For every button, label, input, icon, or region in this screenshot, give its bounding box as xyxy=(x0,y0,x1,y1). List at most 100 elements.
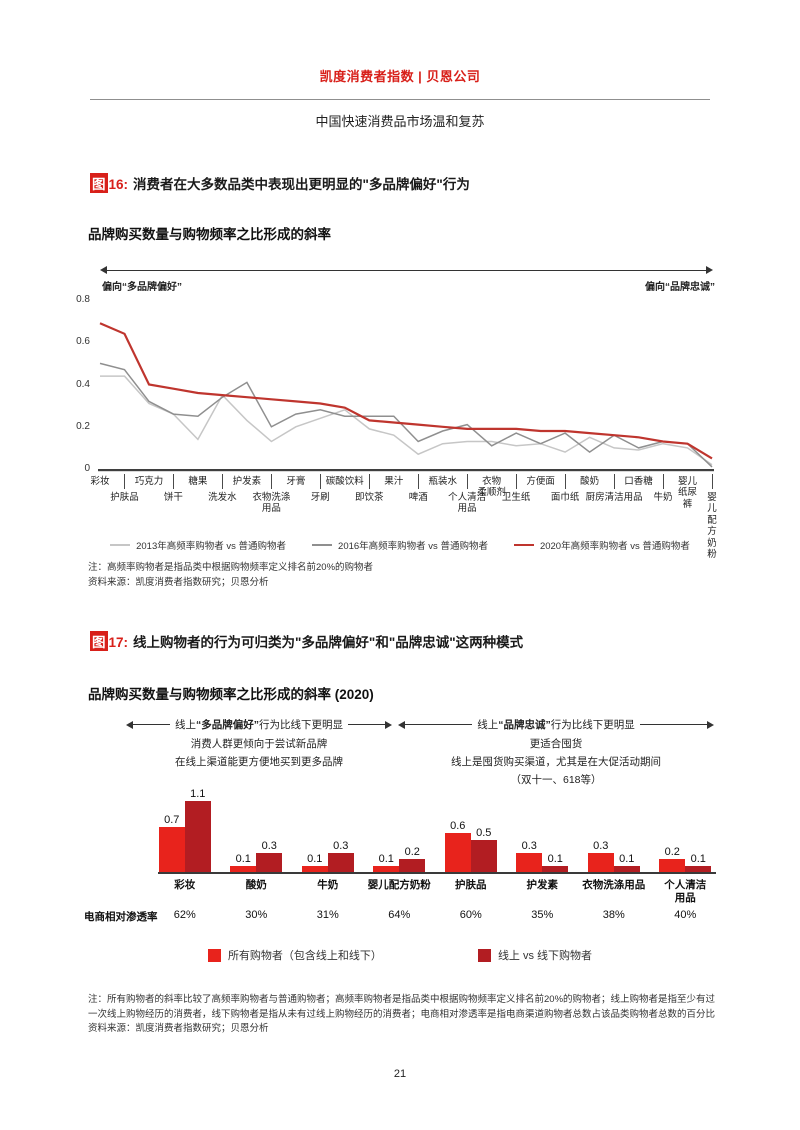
bar-value-label: 0.6 xyxy=(450,820,466,832)
chart1-legend: 2013年高频率购物者 vs 普通购物者 2016年高频率购物者 vs 普通购物者… xyxy=(0,538,800,552)
annotation-right-arrow: 线上“品牌忠诚”行为比线下更明显 xyxy=(398,717,714,732)
legend-label: 线上 vs 线下购物者 xyxy=(497,950,593,962)
bar-column: 0.5 xyxy=(470,826,497,872)
chart1-y-axis: 0.8 0.6 0.4 0.2 0 xyxy=(56,294,90,480)
bar xyxy=(685,865,712,872)
bar xyxy=(184,800,211,872)
bar-category-label: 婴儿配方奶粉 xyxy=(367,879,431,891)
bar-value-label: 0.1 xyxy=(690,852,706,865)
bar-value-label: 0.5 xyxy=(476,826,492,839)
x-axis-label: 碳酸饮料 xyxy=(325,476,364,487)
bar-category-label: 牛奶 xyxy=(317,879,339,891)
bar-column: 0.3 xyxy=(516,840,543,872)
bar-column: 0.6 xyxy=(444,820,471,872)
bar xyxy=(542,865,569,872)
x-axis-tick xyxy=(712,474,713,489)
bar-value-label: 0.3 xyxy=(261,839,277,852)
figure16-number: 16: xyxy=(108,177,129,192)
x-axis-tick xyxy=(124,474,126,489)
annotation-left-lines: 消费人群更倾向于尝试新品牌 在线上渠道能更方便地买到更多品牌 xyxy=(126,736,392,772)
header-divider xyxy=(90,99,710,100)
x-axis-tick xyxy=(565,474,567,489)
bar-category-label: 护发素 xyxy=(526,879,559,891)
chart1-title: 品牌购买数量与购物频率之比形成的斜率 xyxy=(88,227,331,242)
x-axis-tick xyxy=(663,474,665,489)
x-axis-label: 护肤品 xyxy=(110,492,139,503)
chart2-baseline xyxy=(158,872,716,875)
bar xyxy=(470,839,497,872)
bar-group: 0.3 0.1 xyxy=(507,785,579,872)
figure16-heading: 图 16: 消费者在大多数品类中表现出更明显的"多品牌偏好"行为 xyxy=(90,173,470,193)
chart1-source: 资料来源：凯度消费者指数研究；贝恩分析 xyxy=(88,576,269,588)
penetration-value: 35% xyxy=(531,909,554,921)
annotation-right-lines: 更适合囤货 线上是囤货购买渠道，尤其是在大促活动期间 （双十一、618等） xyxy=(398,736,714,790)
bar-value-label: 0.2 xyxy=(664,846,680,858)
bar-column: 0.1 xyxy=(230,853,257,872)
penetration-value: 40% xyxy=(674,909,697,921)
penetration-value: 31% xyxy=(316,909,339,921)
legend-swatch xyxy=(312,544,333,546)
x-axis-label: 牙膏 xyxy=(286,476,306,487)
bar-category-label: 酸奶 xyxy=(245,879,267,891)
arrow-caption-right: 偏向“品牌忠诚” xyxy=(645,282,715,293)
bar-value-label: 0.7 xyxy=(164,813,180,826)
legend-label: 2020年高频率购物者 vs 普通购物者 xyxy=(539,541,690,552)
bar xyxy=(327,852,354,872)
annotation-line: 线上是囤货购买渠道，尤其是在大促活动期间 xyxy=(451,755,661,768)
annotation-text: 行为比线下更明显 xyxy=(550,719,635,731)
x-axis-label: 面巾纸 xyxy=(550,492,580,503)
x-axis-tick xyxy=(222,474,224,489)
bar xyxy=(587,852,614,872)
x-axis-label: 婴儿配方 奶粉 xyxy=(707,492,717,560)
chart1-line-plot xyxy=(98,322,714,472)
arrow-caption-left: 偏向“多品牌偏好” xyxy=(102,282,182,293)
bar-column: 0.7 xyxy=(158,813,185,872)
y-tick-label: 0.8 xyxy=(76,294,90,305)
line-series xyxy=(99,322,713,460)
x-axis-label: 饼干 xyxy=(163,492,183,503)
bar-group: 0.3 0.1 xyxy=(578,785,650,872)
figure17-heading: 图 17: 线上购物者的行为可归类为"多品牌偏好"和"品牌忠诚"这两种模式 xyxy=(90,631,523,651)
bar-column: 0.2 xyxy=(399,846,426,872)
bar-category-label: 衣物洗涤用品 xyxy=(582,879,646,891)
x-axis-label: 牙刷 xyxy=(310,492,330,503)
y-tick-label: 0.6 xyxy=(76,336,90,348)
chart2-note: 注：所有购物者的斜率比较了高频率购物者与普通购物者；高频率购物者是指品类中根据购… xyxy=(88,994,716,1020)
annotation-line: 在线上渠道能更方便地买到更多品牌 xyxy=(175,755,343,768)
figure16-title: 消费者在大多数品类中表现出更明显的"多品牌偏好"行为 xyxy=(133,177,470,192)
bar-column: 0.3 xyxy=(587,840,614,872)
chart1-notes: 注：高频率购物者是指品类中根据购物频率定义排名前20%的购物者 资料来源：凯度消… xyxy=(88,561,724,590)
figure16-badge: 图 xyxy=(90,173,108,193)
bar xyxy=(516,852,543,872)
bar-column: 0.1 xyxy=(685,852,712,872)
bar-category-label: 彩妆 xyxy=(174,879,196,891)
chart2-annotation-left: 线上“多品牌偏好”行为比线下更明显 消费人群更倾向于尝试新品牌 在线上渠道能更方… xyxy=(126,717,392,772)
bar-group: 0.2 0.1 xyxy=(650,785,722,872)
bar-value-label: 0.1 xyxy=(307,852,323,865)
bar xyxy=(399,859,426,872)
bar-group: 0.1 0.2 xyxy=(364,785,436,872)
x-axis-tick xyxy=(516,474,518,489)
bar-column: 0.1 xyxy=(301,852,328,872)
x-axis-line xyxy=(98,469,714,472)
penetration-row-label: 电商相对渗透率 xyxy=(84,911,158,923)
x-axis-label: 即饮茶 xyxy=(355,492,384,503)
x-axis-label: 巧克力 xyxy=(134,476,164,487)
x-axis-label: 洗发水 xyxy=(208,492,237,503)
chart2-category-labels: 彩妆 酸奶 牛奶 婴儿配方奶粉 护肤品 护发素 衣物洗涤用品 个人清洁 用品 xyxy=(149,879,721,905)
x-axis-label: 卫生纸 xyxy=(501,492,531,503)
bar xyxy=(613,865,640,872)
annotation-left-arrow: 线上“多品牌偏好”行为比线下更明显 xyxy=(126,717,392,732)
bar xyxy=(256,852,283,872)
arrow-right-icon xyxy=(706,266,713,274)
chart2-bar-plot: 0.7 1.1 0.1 0.3 0.1 0.3 0.1 0.2 0.6 0.5 0.3 0.1 0.3 0… xyxy=(149,785,721,872)
x-axis-label: 衣物洗涤 用品 xyxy=(252,492,291,515)
bar-value-label: 0.1 xyxy=(619,852,635,865)
legend-item: 2016年高频率购物者 vs 普通购物者 xyxy=(312,538,488,552)
x-axis-label: 果汁 xyxy=(384,476,404,487)
annotation-line: 消费人群更倾向于尝试新品牌 xyxy=(190,738,328,750)
x-axis-label: 护发素 xyxy=(232,476,262,487)
chart1-arrow-captions: 偏向“多品牌偏好” 偏向“品牌忠诚” xyxy=(100,278,717,293)
bar-column: 0.1 xyxy=(542,853,569,872)
